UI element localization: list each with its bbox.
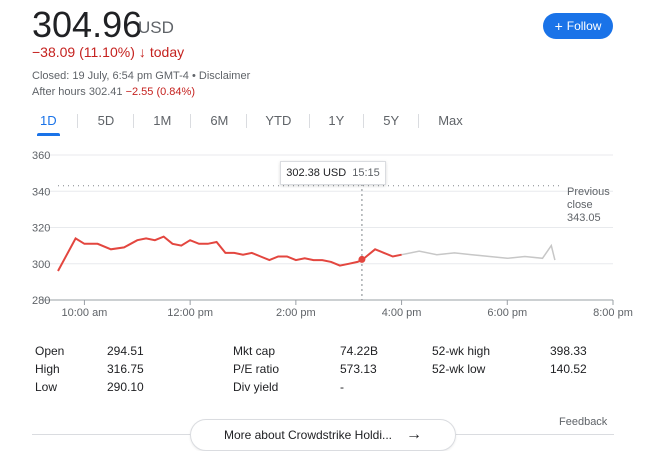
price-change: −38.09 (11.10%) ↓ today [32, 44, 184, 60]
stat-label: Mkt cap [233, 344, 276, 358]
tab-divider [76, 114, 78, 128]
change-period: today [149, 44, 185, 60]
stat-value: 398.33 [550, 344, 587, 358]
stats-col-values-2: 74.22B 573.13 - [340, 342, 378, 396]
stat-label: Div yield [233, 380, 279, 394]
tab-1y[interactable]: 1Y [328, 113, 345, 128]
after-hours-line [401, 243, 556, 261]
stat-label: 52-wk high [432, 344, 491, 358]
stat-value: - [340, 380, 344, 394]
y-tick-label: 280 [32, 295, 50, 307]
tab-divider [418, 114, 420, 128]
y-tick-label: 320 [32, 223, 50, 235]
previous-close-value: 343.05 [567, 212, 601, 224]
stat-value: 294.51 [107, 344, 144, 358]
after-hours-change: −2.55 (0.84%) [125, 86, 195, 98]
stats-col-labels-2: Mkt cap P/E ratio Div yield [233, 342, 279, 396]
stat-value: 316.75 [107, 362, 144, 376]
stat-value: 573.13 [340, 362, 377, 376]
previous-close-label-1: Previous [567, 186, 610, 198]
tab-divider [246, 114, 248, 128]
stat-value: 74.22B [340, 344, 379, 358]
x-tick-label: 6:00 pm [487, 307, 527, 319]
stat-label: Low [35, 380, 58, 394]
range-tabs: 1D 5D 1M 6M YTD 1Y 5Y Max [32, 113, 463, 136]
y-tick-label: 300 [32, 259, 50, 271]
price-tooltip: 302.38 USD 15:15 [280, 161, 386, 185]
plus-icon: + [554, 18, 563, 34]
more-about-label: More about Crowdstrike Holdi... [223, 428, 393, 442]
disclaimer-link[interactable]: Disclaimer [198, 70, 251, 82]
tab-divider [309, 114, 311, 128]
x-tick-label: 4:00 pm [382, 307, 422, 319]
y-tick-label: 360 [32, 150, 50, 162]
previous-close-label-2: close [567, 199, 593, 211]
tooltip-value: 302.38 USD [286, 167, 347, 179]
currency-label: USD [138, 18, 174, 37]
crosshair-dot [358, 255, 366, 263]
more-about-button[interactable]: More about Crowdstrike Holdi... → [190, 419, 456, 451]
follow-label: Follow [566, 19, 602, 33]
tab-1m[interactable]: 1M [153, 113, 172, 128]
stats-col-labels-3: 52-wk high 52-wk low [432, 342, 490, 378]
stats-col-values-3: 398.33 140.52 [550, 342, 587, 378]
change-value: −38.09 (11.10%) [32, 44, 135, 60]
stat-label: Open [35, 344, 65, 358]
follow-button[interactable]: + Follow [543, 13, 613, 39]
tab-divider [190, 114, 192, 128]
x-tick-label: 2:00 pm [276, 307, 316, 319]
stats-col-values-1: 294.51 316.75 290.10 [107, 342, 144, 396]
arrow-down-icon: ↓ [138, 44, 146, 60]
after-hours-info: After hours 302.41 −2.55 (0.84%) [32, 86, 195, 98]
feedback-link[interactable]: Feedback [559, 416, 608, 428]
stats-col-labels-1: Open High Low [35, 342, 64, 396]
tab-ytd[interactable]: YTD [265, 113, 292, 128]
after-hours-price: After hours 302.41 [32, 86, 123, 98]
tab-5d[interactable]: 5D [97, 113, 115, 128]
regular-session-line [57, 235, 402, 272]
tab-divider [133, 114, 135, 128]
tab-6m[interactable]: 6M [210, 113, 229, 128]
price-chart[interactable]: 360 340 320 300 280 10:00 am 12:00 pm 2:00 pm 4… [0, 140, 650, 330]
tab-divider [363, 114, 365, 128]
tab-1d[interactable]: 1D [37, 113, 60, 136]
current-price: 304.96 [32, 4, 143, 45]
stat-label: High [35, 362, 60, 376]
x-tick-label: 8:00 pm [593, 307, 633, 319]
stat-label: 52-wk low [432, 362, 486, 376]
stat-value: 290.10 [107, 380, 144, 394]
tab-max[interactable]: Max [438, 113, 463, 128]
tooltip-time: 15:15 [352, 167, 380, 179]
closed-text: Closed: 19 July, 6:54 pm GMT-4 • [32, 70, 196, 82]
y-tick-label: 340 [32, 186, 50, 198]
x-tick-label: 12:00 pm [167, 307, 213, 319]
stat-value: 140.52 [550, 362, 587, 376]
arrow-right-icon: → [406, 426, 423, 443]
closed-info: Closed: 19 July, 6:54 pm GMT-4 • Disclai… [32, 70, 250, 82]
x-tick-label: 10:00 am [61, 307, 107, 319]
stat-label: P/E ratio [233, 362, 280, 376]
tab-5y[interactable]: 5Y [383, 113, 400, 128]
